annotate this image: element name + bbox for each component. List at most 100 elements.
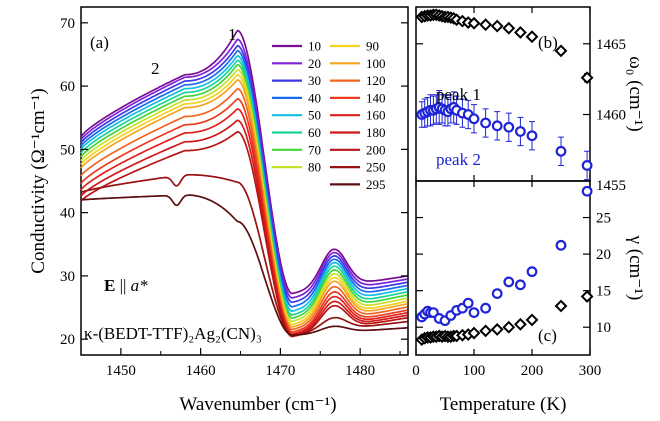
data-point-peak-2-250K (555, 239, 567, 251)
legend-label-10K: 10 (308, 39, 321, 54)
spectrum-line-70K (80, 63, 408, 319)
data-point-peak-2-140K (491, 120, 503, 132)
data-point-peak-2-100K (468, 113, 480, 125)
legend-label-180K: 180 (366, 125, 386, 140)
data-point-peak-1-160K (502, 21, 516, 35)
panel-b-points (415, 8, 594, 181)
legend-label-160K: 160 (366, 108, 386, 123)
x-tick-label-300: 300 (579, 363, 602, 379)
y-axis-label-gamma: γ (cm⁻¹) (625, 235, 646, 301)
x-tick-label-1470: 1470 (265, 363, 295, 379)
panel-b-resonance-frequency: 1455 1460 1465 (b) peak 1 peak 2 ω₀ (cm⁻¹) (415, 6, 646, 194)
panel-c-damping: 10 15 20 25 0 100 200 300 (c) Temperature (K) γ… (412, 180, 646, 415)
compound-annotation: κ-(BEDT-TTF)₂Ag₂(CN)₃ (84, 324, 262, 343)
data-point-peak-1-250K (554, 299, 568, 313)
y-axis-label-omega: ω₀ (cm⁻¹) (625, 56, 646, 131)
peak-1-annotation: 1 (228, 25, 237, 44)
legend-label-70K: 70 (308, 142, 321, 157)
panel-b-label: (b) (538, 33, 558, 52)
y-axis-label-conductivity: Conductivity (Ω⁻¹cm⁻¹) (28, 88, 49, 273)
spectrum-line-20K (80, 38, 408, 299)
x-tick-label-0: 0 (412, 363, 420, 379)
legend-label-120K: 120 (366, 73, 386, 88)
data-point-peak-1-120K (479, 324, 493, 338)
legend-label-30K: 30 (308, 73, 321, 88)
spectrum-line-120K (80, 87, 408, 331)
spectrum-line-50K (80, 54, 408, 313)
legend-label-140K: 140 (366, 90, 386, 105)
data-point-peak-1-200K (525, 30, 539, 44)
data-point-peak-1-180K (513, 26, 527, 39)
panel-a-frame (80, 6, 409, 356)
x-tick-label-100: 100 (463, 363, 486, 379)
panel-a-axes: 1450 1460 1470 1480 20 30 40 50 60 70 (60, 16, 408, 379)
y-tick-label-20: 20 (60, 332, 75, 348)
data-point-peak-1-140K (490, 322, 504, 336)
data-point-peak-2-250K (555, 145, 567, 157)
y-tick-label-70: 70 (60, 16, 75, 32)
panel-a-curves (80, 29, 408, 338)
legend-label-40K: 40 (308, 90, 321, 105)
peak-2-annotation: 2 (151, 59, 160, 78)
spectrum-line-100K (80, 78, 408, 328)
data-point-peak-2-200K (526, 266, 538, 278)
data-point-peak-1-295K (580, 71, 594, 85)
y-tick-label-10: 10 (596, 320, 611, 336)
y-tick-label-50: 50 (60, 142, 75, 158)
spectrum-line-30K (80, 44, 408, 304)
spectrum-line-180K (80, 119, 408, 337)
data-point-peak-1-200K (525, 313, 539, 327)
data-point-peak-1-120K (479, 18, 493, 32)
data-point-peak-2-200K (526, 130, 538, 142)
y-tick-label-20: 20 (596, 247, 611, 263)
panel-b-axes: 1455 1460 1465 (415, 7, 626, 194)
data-point-peak-1-140K (490, 19, 504, 33)
polarization-annotation: E || a* (104, 276, 148, 295)
data-point-peak-2-100K (468, 307, 480, 318)
data-point-peak-2-160K (503, 276, 515, 288)
y-tick-label-15: 15 (596, 284, 611, 300)
spectrum-line-295K (80, 194, 408, 337)
legend-label-200K: 200 (366, 142, 386, 157)
y-tick-label-40: 40 (60, 206, 75, 222)
spectrum-line-250K (80, 173, 408, 337)
data-point-peak-1-180K (513, 317, 527, 331)
spectrum-line-160K (80, 107, 408, 335)
legend-label-100K: 100 (366, 56, 386, 71)
legend-label-250K: 250 (366, 160, 386, 175)
panel-a-label: (a) (90, 33, 109, 52)
spectrum-line-90K (80, 73, 408, 326)
legend-label-90K: 90 (366, 39, 379, 54)
legend-label-80K: 80 (308, 160, 321, 175)
x-tick-label-200: 200 (521, 363, 544, 379)
panel-c-axes: 10 15 20 25 0 100 200 300 (412, 181, 611, 379)
data-point-peak-1-295K (580, 290, 594, 303)
data-point-peak-2-180K (515, 126, 526, 137)
data-point-peak-2-90K (462, 297, 474, 309)
spectrum-line-40K (80, 49, 408, 308)
x-tick-label-1450: 1450 (106, 363, 136, 379)
data-point-peak-1-160K (502, 320, 516, 334)
data-point-peak-2-160K (503, 121, 515, 133)
y-tick-label-60: 60 (60, 79, 75, 95)
peak-1-series-label: peak 1 (436, 85, 481, 104)
legend-label-295K: 295 (366, 177, 386, 192)
spectrum-line-60K (80, 59, 408, 316)
y-tick-label-1465: 1465 (596, 37, 626, 53)
y-tick-label-30: 30 (60, 269, 75, 285)
legend-label-20K: 20 (308, 56, 321, 71)
peak-2-series-label: peak 2 (436, 150, 481, 169)
y-tick-label-25: 25 (596, 211, 611, 227)
spectrum-line-80K (80, 68, 408, 323)
y-tick-label-1460: 1460 (596, 108, 626, 124)
temperature-legend: 10 20 30 40 50 60 70 80 90 100 120 140 160 180 200 250 2… (272, 39, 386, 192)
panel-c-points (415, 185, 594, 347)
x-axis-label-temperature: Temperature (K) (440, 394, 567, 415)
data-point-peak-1-100K (467, 326, 481, 340)
x-tick-label-1480: 1480 (345, 363, 375, 379)
data-point-peak-2-120K (480, 302, 492, 314)
panel-c-frame (415, 180, 591, 356)
legend-label-60K: 60 (308, 125, 321, 140)
data-point-peak-1-100K (467, 16, 481, 30)
